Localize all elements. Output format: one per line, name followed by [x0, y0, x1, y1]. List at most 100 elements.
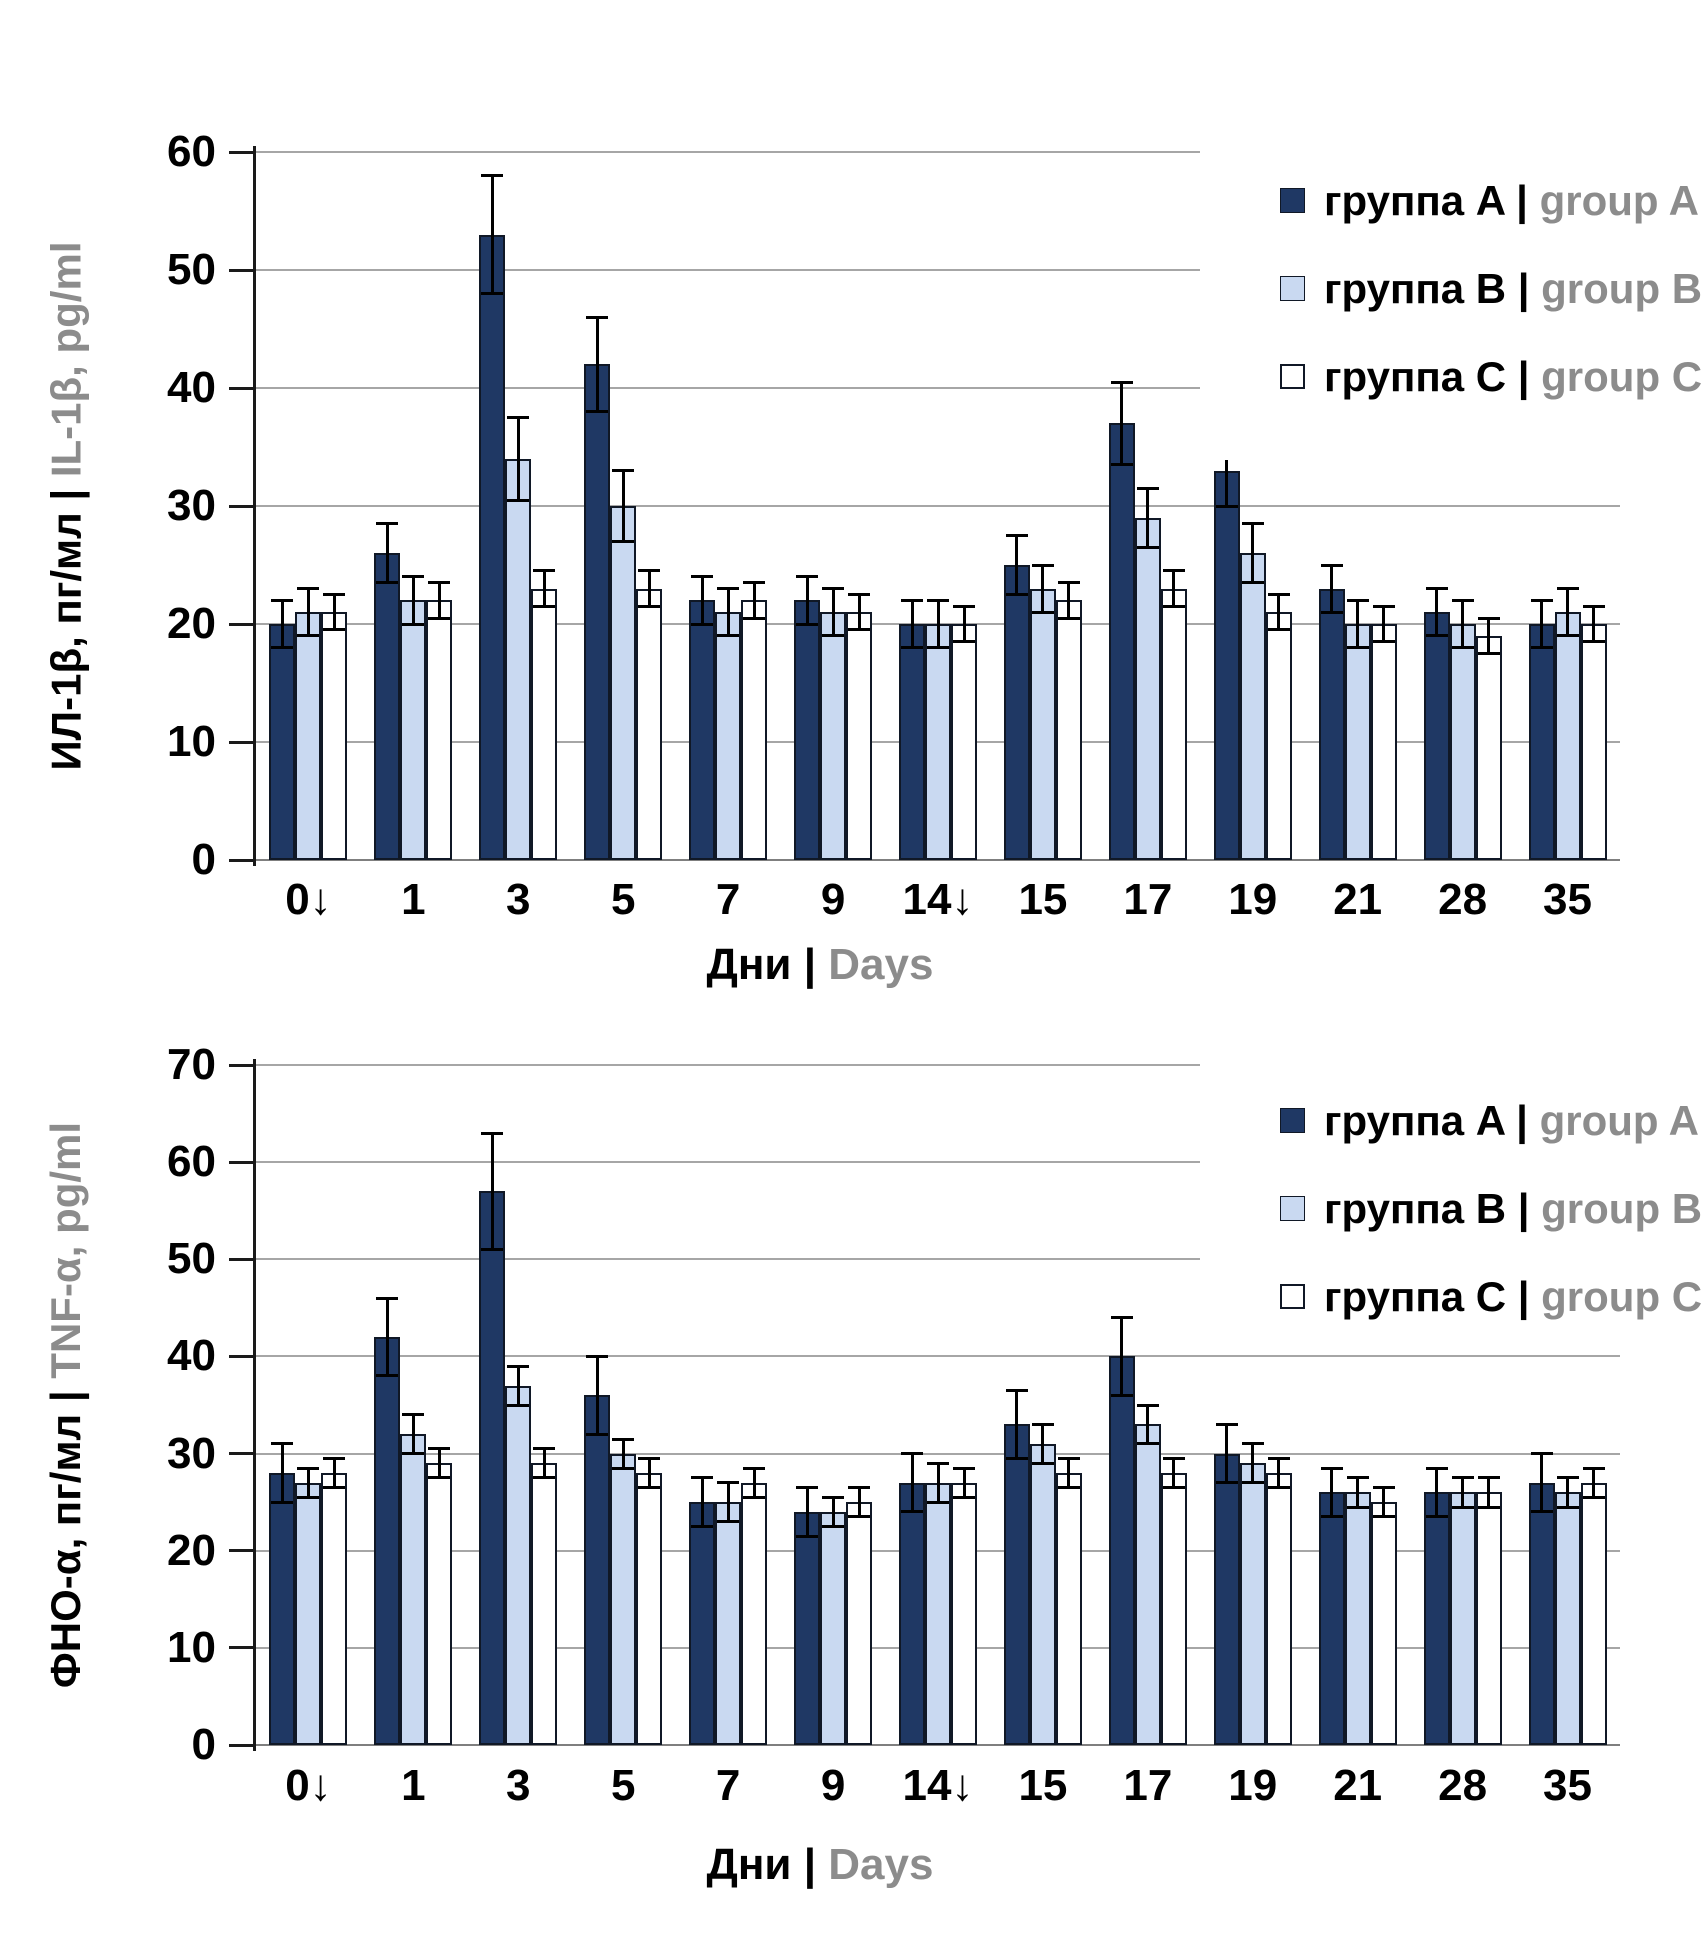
error-bar-cap-top — [1057, 1456, 1080, 1460]
y-axis-tick — [229, 1354, 253, 1358]
x-tick-label: 9 — [820, 1761, 846, 1810]
gridline — [256, 1161, 1620, 1164]
x-axis-title-separator: | — [791, 940, 829, 989]
y-axis-tick — [229, 1257, 253, 1261]
error-bar-cap-bottom — [743, 1495, 766, 1499]
bar-group-a — [794, 1511, 821, 1745]
error-bar-cap-top — [1267, 593, 1290, 596]
error-bar — [700, 576, 704, 624]
y-axis-title-en: IL-1β, pg/ml — [42, 241, 89, 478]
error-bar-cap-bottom — [901, 646, 923, 650]
y-tick-label: 0 — [191, 1720, 216, 1769]
bar-group-b — [1239, 553, 1266, 860]
bar-group-c — [1580, 624, 1607, 860]
error-bar-cap-top — [1425, 1466, 1448, 1470]
y-tick-label: 10 — [167, 717, 216, 766]
error-bar-cap-bottom — [901, 1510, 923, 1514]
y-tick-label: 70 — [167, 1040, 216, 1089]
y-tick-label: 20 — [167, 599, 216, 648]
bar-group-c — [1160, 588, 1187, 860]
error-bar-cap-bottom — [822, 1524, 845, 1528]
error-bar-cap-top — [1425, 587, 1448, 591]
error-bar-cap-top — [638, 1456, 661, 1460]
legend-separator: | — [1506, 1185, 1542, 1232]
legend-swatch-group-c — [1280, 364, 1305, 389]
error-bar-cap-bottom — [1582, 1495, 1605, 1499]
bar-group-c — [741, 600, 768, 860]
error-bar — [1566, 588, 1570, 636]
error-bar — [1382, 606, 1386, 642]
error-bar-cap-top — [1215, 1422, 1238, 1426]
y-axis-title-separator: | — [42, 1378, 90, 1414]
legend-separator: | — [1506, 265, 1542, 312]
error-bar-cap-bottom — [1241, 1481, 1264, 1485]
error-bar — [1487, 618, 1491, 654]
error-bar-cap-bottom — [638, 604, 661, 608]
bar-group-a — [899, 1482, 925, 1745]
error-bar-cap-top — [1057, 581, 1080, 585]
error-bar — [1251, 523, 1255, 583]
error-bar-cap-top — [1031, 563, 1054, 567]
error-bar-cap-bottom — [271, 1500, 294, 1504]
error-bar-cap-top — [927, 598, 949, 602]
bar-group-b — [1134, 517, 1161, 860]
x-axis-title: Дни | Days — [707, 1840, 934, 1890]
y-tick-label: 30 — [167, 481, 216, 530]
legend-label-ru: группа C — [1324, 1273, 1507, 1320]
error-bar-cap-bottom — [1031, 610, 1054, 614]
error-bar — [700, 1477, 704, 1527]
y-axis-tick — [229, 150, 253, 154]
y-axis-title-separator: | — [42, 477, 89, 513]
bar-group-a — [689, 1502, 716, 1745]
error-bar-cap-top — [533, 569, 556, 573]
x-tick-label: 1 — [401, 1761, 426, 1810]
error-bar-cap-top — [796, 575, 819, 579]
bar-group-a — [1108, 1356, 1135, 1745]
y-tick-label: 40 — [167, 363, 216, 412]
bar-group-b — [1554, 1492, 1581, 1745]
error-bar-cap-top — [1582, 1466, 1605, 1470]
error-bar-cap-top — [717, 587, 740, 591]
error-bar-cap-bottom — [927, 646, 949, 650]
bar-group-b — [1449, 1492, 1476, 1745]
error-bar-cap-bottom — [1320, 1515, 1343, 1519]
error-bar-cap-top — [1162, 569, 1185, 573]
error-bar-cap-bottom — [848, 628, 871, 632]
error-bar-cap-bottom — [1057, 1486, 1080, 1490]
error-bar-cap-top — [1530, 598, 1553, 602]
bar-group-a — [269, 624, 296, 860]
y-tick-label: 30 — [167, 1428, 216, 1478]
bar-group-a — [689, 600, 716, 860]
error-bar-cap-bottom — [271, 646, 294, 650]
error-bar — [385, 1298, 389, 1376]
bar-group-b — [1029, 588, 1056, 860]
error-bar-cap-bottom — [848, 1515, 871, 1519]
bar-group-c — [1160, 1473, 1187, 1745]
bar-group-c — [951, 1482, 977, 1745]
y-tick-label: 60 — [167, 1137, 216, 1187]
gridline — [256, 387, 1620, 389]
bar-group-c — [426, 1463, 453, 1745]
bar-group-b — [505, 458, 532, 860]
error-bar-cap-top — [901, 1452, 923, 1456]
error-bar-cap-bottom — [1162, 1486, 1185, 1490]
error-bar — [1277, 1458, 1281, 1488]
gridline — [256, 1258, 1620, 1261]
error-bar-cap-top — [376, 1296, 399, 1300]
x-tick-label: 3 — [506, 1761, 531, 1810]
error-bar-cap-bottom — [1425, 1515, 1448, 1519]
error-bar-cap-bottom — [1136, 545, 1159, 549]
error-bar-cap-bottom — [1031, 1461, 1054, 1465]
error-bar-cap-top — [297, 587, 320, 591]
error-bar-cap-top — [743, 581, 766, 585]
x-tick-label: 14↓ — [902, 875, 974, 924]
error-bar-cap-bottom — [323, 1486, 346, 1490]
error-bar-cap-bottom — [323, 628, 346, 632]
error-bar-cap-bottom — [507, 498, 530, 502]
error-bar-cap-bottom — [612, 1466, 635, 1470]
error-bar-cap-bottom — [1057, 616, 1080, 620]
y-tick-label: 50 — [167, 1234, 216, 1284]
error-bar-cap-bottom — [1110, 1393, 1133, 1397]
error-bar-cap-top — [796, 1486, 819, 1490]
